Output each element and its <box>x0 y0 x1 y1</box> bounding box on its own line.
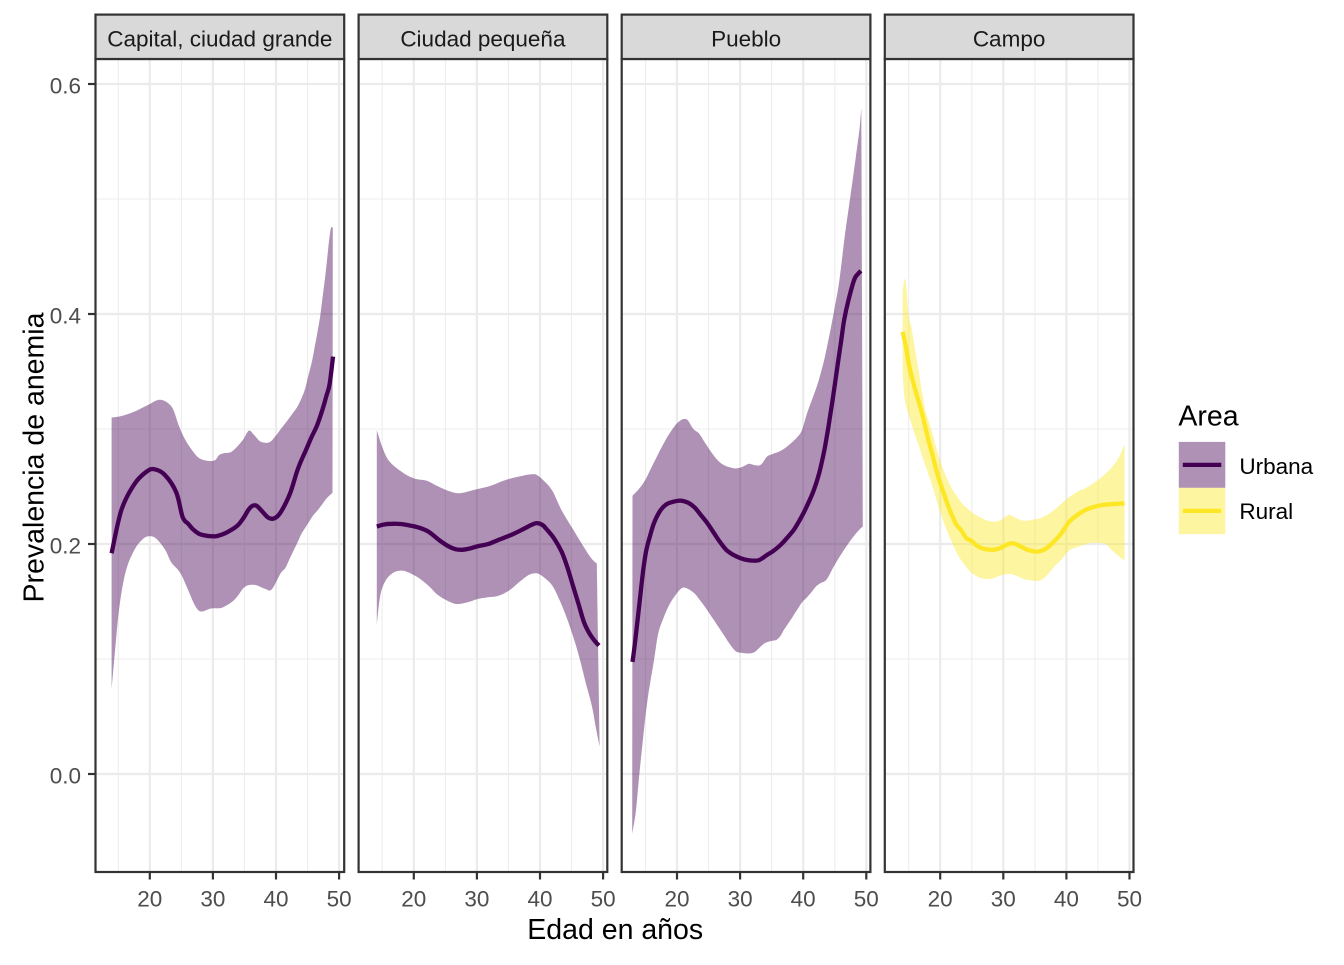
svg-text:0.0: 0.0 <box>50 763 81 788</box>
svg-text:40: 40 <box>1054 887 1079 912</box>
svg-text:40: 40 <box>263 887 288 912</box>
svg-text:30: 30 <box>991 887 1016 912</box>
svg-text:40: 40 <box>527 887 552 912</box>
svg-text:30: 30 <box>464 887 489 912</box>
svg-text:50: 50 <box>591 887 616 912</box>
svg-text:Urbana: Urbana <box>1239 454 1313 479</box>
svg-text:Pueblo: Pueblo <box>711 26 781 51</box>
svg-text:Ciudad pequeña: Ciudad pequeña <box>400 26 566 51</box>
svg-text:Capital, ciudad grande: Capital, ciudad grande <box>107 26 332 51</box>
svg-text:0.6: 0.6 <box>50 73 81 98</box>
svg-text:Campo: Campo <box>973 26 1046 51</box>
svg-text:Edad en años: Edad en años <box>527 914 703 946</box>
svg-text:50: 50 <box>1117 887 1142 912</box>
svg-text:Rural: Rural <box>1239 499 1293 524</box>
svg-text:20: 20 <box>664 887 689 912</box>
svg-text:Area: Area <box>1178 401 1238 433</box>
svg-text:50: 50 <box>854 887 879 912</box>
svg-text:0.4: 0.4 <box>50 303 81 328</box>
svg-text:20: 20 <box>401 887 426 912</box>
svg-text:50: 50 <box>327 887 352 912</box>
svg-text:30: 30 <box>200 887 225 912</box>
svg-text:30: 30 <box>728 887 753 912</box>
svg-text:0.2: 0.2 <box>50 533 81 558</box>
svg-text:20: 20 <box>928 887 953 912</box>
svg-text:20: 20 <box>137 887 162 912</box>
svg-text:Prevalencia de anemia: Prevalencia de anemia <box>19 312 51 602</box>
svg-text:40: 40 <box>791 887 816 912</box>
